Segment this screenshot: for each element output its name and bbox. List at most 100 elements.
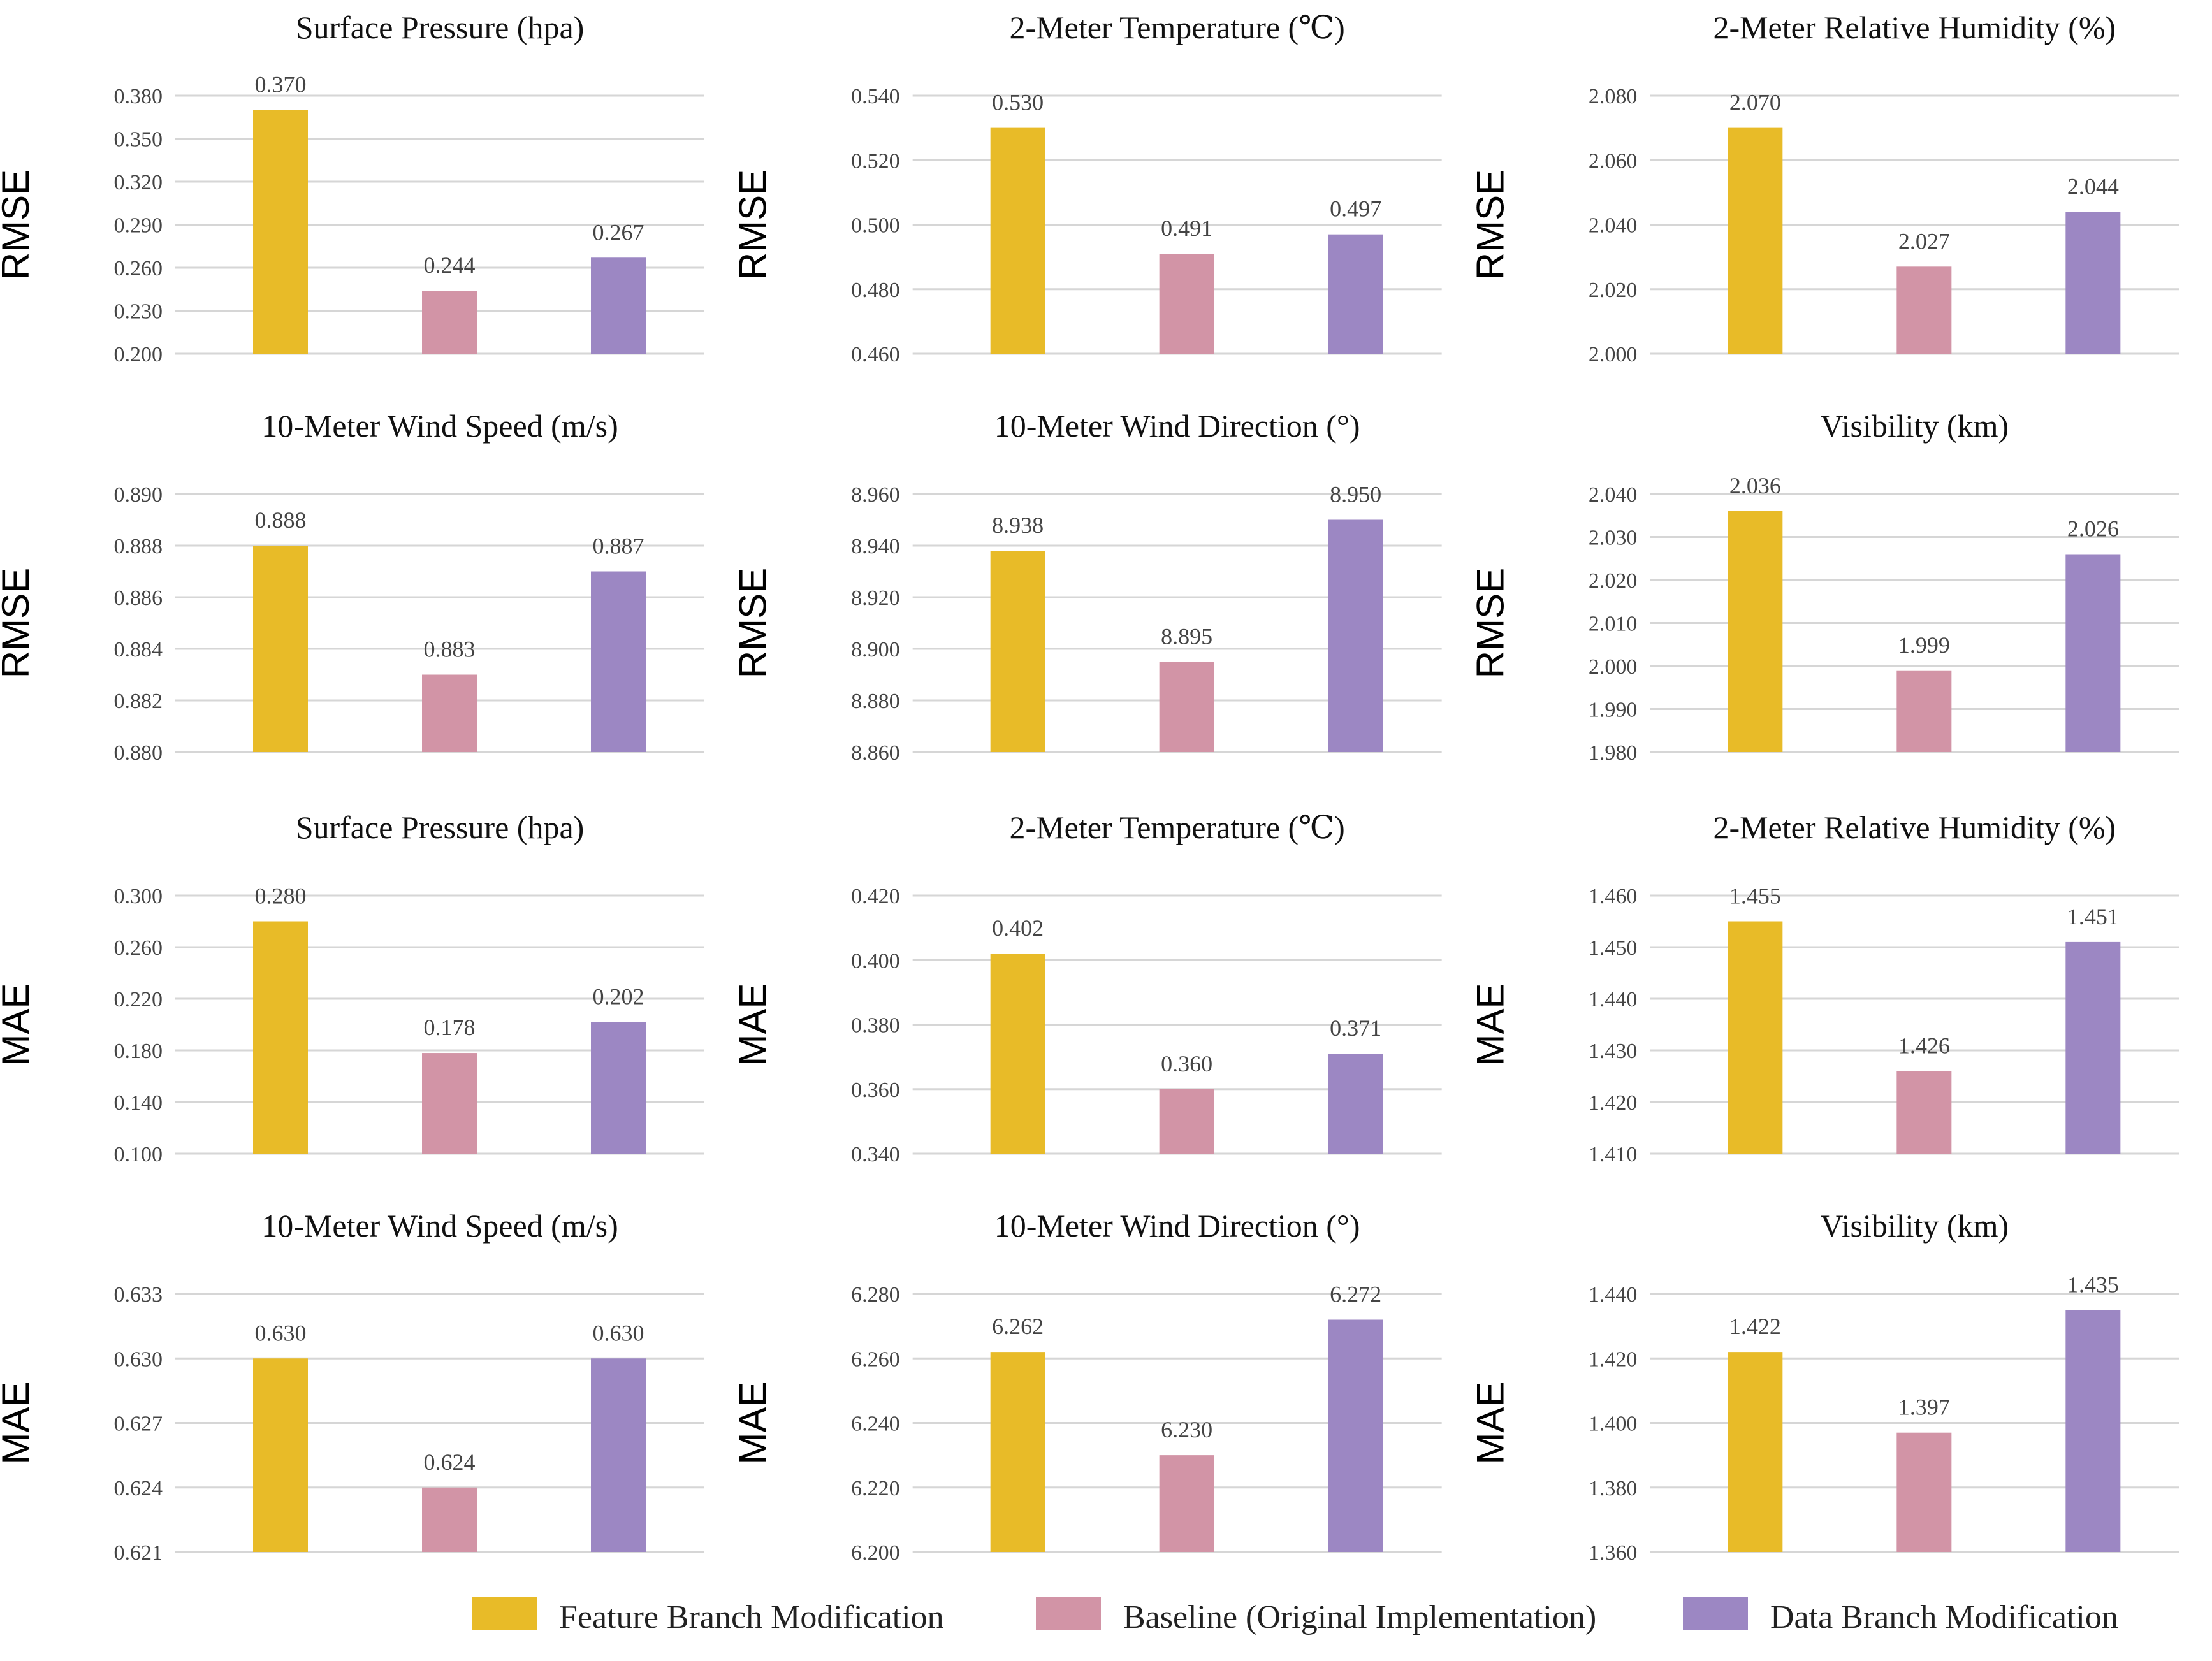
bar-baseline (1896, 266, 1952, 354)
chart-panel: 2-Meter Temperature (℃) MAE 0.340 0.360 0.38… (732, 809, 1442, 1166)
chart-title: 2-Meter Relative Humidity (%) (1713, 10, 2116, 45)
chart-title: Surface Pressure (hpa) (296, 809, 585, 845)
legend-label: Baseline (Original Implementation) (1123, 1599, 1596, 1636)
chart-panel: 2-Meter Relative Humidity (%) RMSE 2.000 2.… (1469, 10, 2179, 366)
legend-label: Feature Branch Modification (559, 1599, 944, 1636)
chart-title: Visibility (km) (1821, 408, 2009, 444)
y-tick-label: 0.884 (114, 638, 163, 662)
y-tick-label: 8.940 (851, 535, 900, 558)
chart-panel: Surface Pressure (hpa) MAE 0.100 0.140 0.180… (0, 809, 704, 1166)
bar-feature-branch (1728, 511, 1783, 752)
bar-feature-branch (990, 954, 1045, 1154)
bar-baseline (1159, 254, 1214, 354)
y-tick-label: 1.440 (1589, 1283, 1638, 1307)
data-label: 0.624 (424, 1449, 476, 1475)
y-tick-label: 1.360 (1589, 1541, 1638, 1565)
bar-feature-branch (1728, 1352, 1783, 1552)
y-tick-label: 0.500 (851, 214, 900, 238)
y-tick-label: 1.420 (1589, 1347, 1638, 1371)
data-label: 0.402 (992, 915, 1044, 941)
y-tick-label: 1.990 (1589, 699, 1638, 722)
y-tick-label: 6.260 (851, 1347, 900, 1371)
data-label: 0.630 (593, 1320, 644, 1345)
y-tick-label: 0.180 (114, 1040, 163, 1063)
y-tick-label: 0.360 (851, 1078, 900, 1102)
data-label: 1.435 (2067, 1272, 2119, 1297)
y-tick-label: 0.380 (114, 85, 163, 108)
bar-data-branch (591, 1022, 646, 1154)
chart-panel: Surface Pressure (hpa) RMSE 0.200 0.230 0.26… (0, 10, 704, 366)
legend-swatch (1036, 1597, 1101, 1630)
bar-baseline (1159, 1089, 1214, 1154)
bar-baseline (1159, 1455, 1214, 1552)
y-tick-label: 0.320 (114, 171, 163, 194)
chart-title: Visibility (km) (1821, 1208, 2009, 1244)
y-tick-label: 0.480 (851, 279, 900, 302)
y-tick-label: 0.630 (114, 1347, 163, 1371)
bar-feature-branch (1728, 127, 1783, 354)
y-tick-label: 0.300 (114, 885, 163, 908)
y-tick-label: 8.920 (851, 586, 900, 610)
y-tick-label: 1.460 (1589, 885, 1638, 908)
chart-panel: 10-Meter Wind Direction (°) RMSE 8.860 8.88… (732, 408, 1442, 765)
y-tick-label: 0.400 (851, 949, 900, 973)
bar-feature-branch (1728, 921, 1783, 1154)
y-tick-label: 1.440 (1589, 988, 1638, 1012)
y-tick-label: 2.030 (1589, 526, 1638, 550)
bar-baseline (422, 1487, 477, 1552)
legend: Feature Branch Modification Baseline (Ori… (472, 1597, 2118, 1636)
bar-baseline (1896, 670, 1952, 752)
data-label: 2.027 (1898, 228, 1950, 254)
y-tick-label: 0.100 (114, 1143, 163, 1166)
y-tick-label: 0.230 (114, 300, 163, 324)
bar-baseline (1896, 1071, 1952, 1154)
data-label: 2.070 (1729, 90, 1781, 115)
y-axis-label: RMSE (0, 170, 37, 280)
y-tick-label: 6.220 (851, 1477, 900, 1500)
y-tick-label: 0.290 (114, 214, 163, 238)
y-tick-label: 1.380 (1589, 1477, 1638, 1500)
y-tick-label: 6.240 (851, 1412, 900, 1436)
legend-item: Baseline (Original Implementation) (1036, 1597, 1596, 1636)
chart-panel: 10-Meter Wind Direction (°) MAE 6.200 6.220… (732, 1208, 1442, 1565)
y-tick-label: 8.880 (851, 690, 900, 713)
bar-feature-branch (253, 921, 308, 1154)
y-tick-label: 1.430 (1589, 1040, 1638, 1063)
y-tick-label: 2.010 (1589, 613, 1638, 636)
y-tick-label: 0.340 (851, 1143, 900, 1166)
chart-title: 10-Meter Wind Speed (m/s) (261, 408, 618, 444)
legend-swatch (1683, 1597, 1748, 1630)
data-label: 1.451 (2067, 904, 2119, 929)
bar-feature-branch (253, 546, 308, 752)
y-axis-label: MAE (1469, 1381, 1511, 1464)
y-tick-label: 1.450 (1589, 936, 1638, 960)
y-tick-label: 0.260 (114, 936, 163, 960)
bar-data-branch (2065, 554, 2121, 752)
bar-baseline (422, 1053, 477, 1154)
bar-data-branch (1328, 1319, 1383, 1552)
y-axis-label: MAE (1469, 983, 1511, 1066)
y-tick-label: 1.410 (1589, 1143, 1638, 1166)
y-tick-label: 0.627 (114, 1412, 163, 1436)
chart-panel: 2-Meter Relative Humidity (%) MAE 1.410 1.4… (1469, 809, 2179, 1166)
y-tick-label: 1.400 (1589, 1412, 1638, 1436)
y-tick-label: 0.890 (114, 483, 163, 507)
data-label: 1.999 (1898, 632, 1950, 658)
data-label: 2.044 (2067, 173, 2119, 199)
chart-title: 2-Meter Relative Humidity (%) (1713, 809, 2116, 845)
y-tick-label: 0.888 (114, 535, 163, 558)
bar-baseline (1159, 662, 1214, 752)
data-label: 0.267 (593, 219, 644, 245)
data-label: 6.230 (1161, 1417, 1212, 1442)
y-tick-label: 2.060 (1589, 149, 1638, 173)
data-label: 0.491 (1161, 215, 1212, 241)
y-tick-label: 2.020 (1589, 569, 1638, 593)
bar-data-branch (2065, 212, 2121, 354)
y-tick-label: 0.882 (114, 690, 163, 713)
data-label: 0.244 (424, 252, 476, 278)
bar-feature-branch (990, 127, 1045, 354)
y-tick-label: 6.280 (851, 1283, 900, 1307)
bar-data-branch (591, 257, 646, 354)
y-axis-label: RMSE (1469, 170, 1511, 280)
